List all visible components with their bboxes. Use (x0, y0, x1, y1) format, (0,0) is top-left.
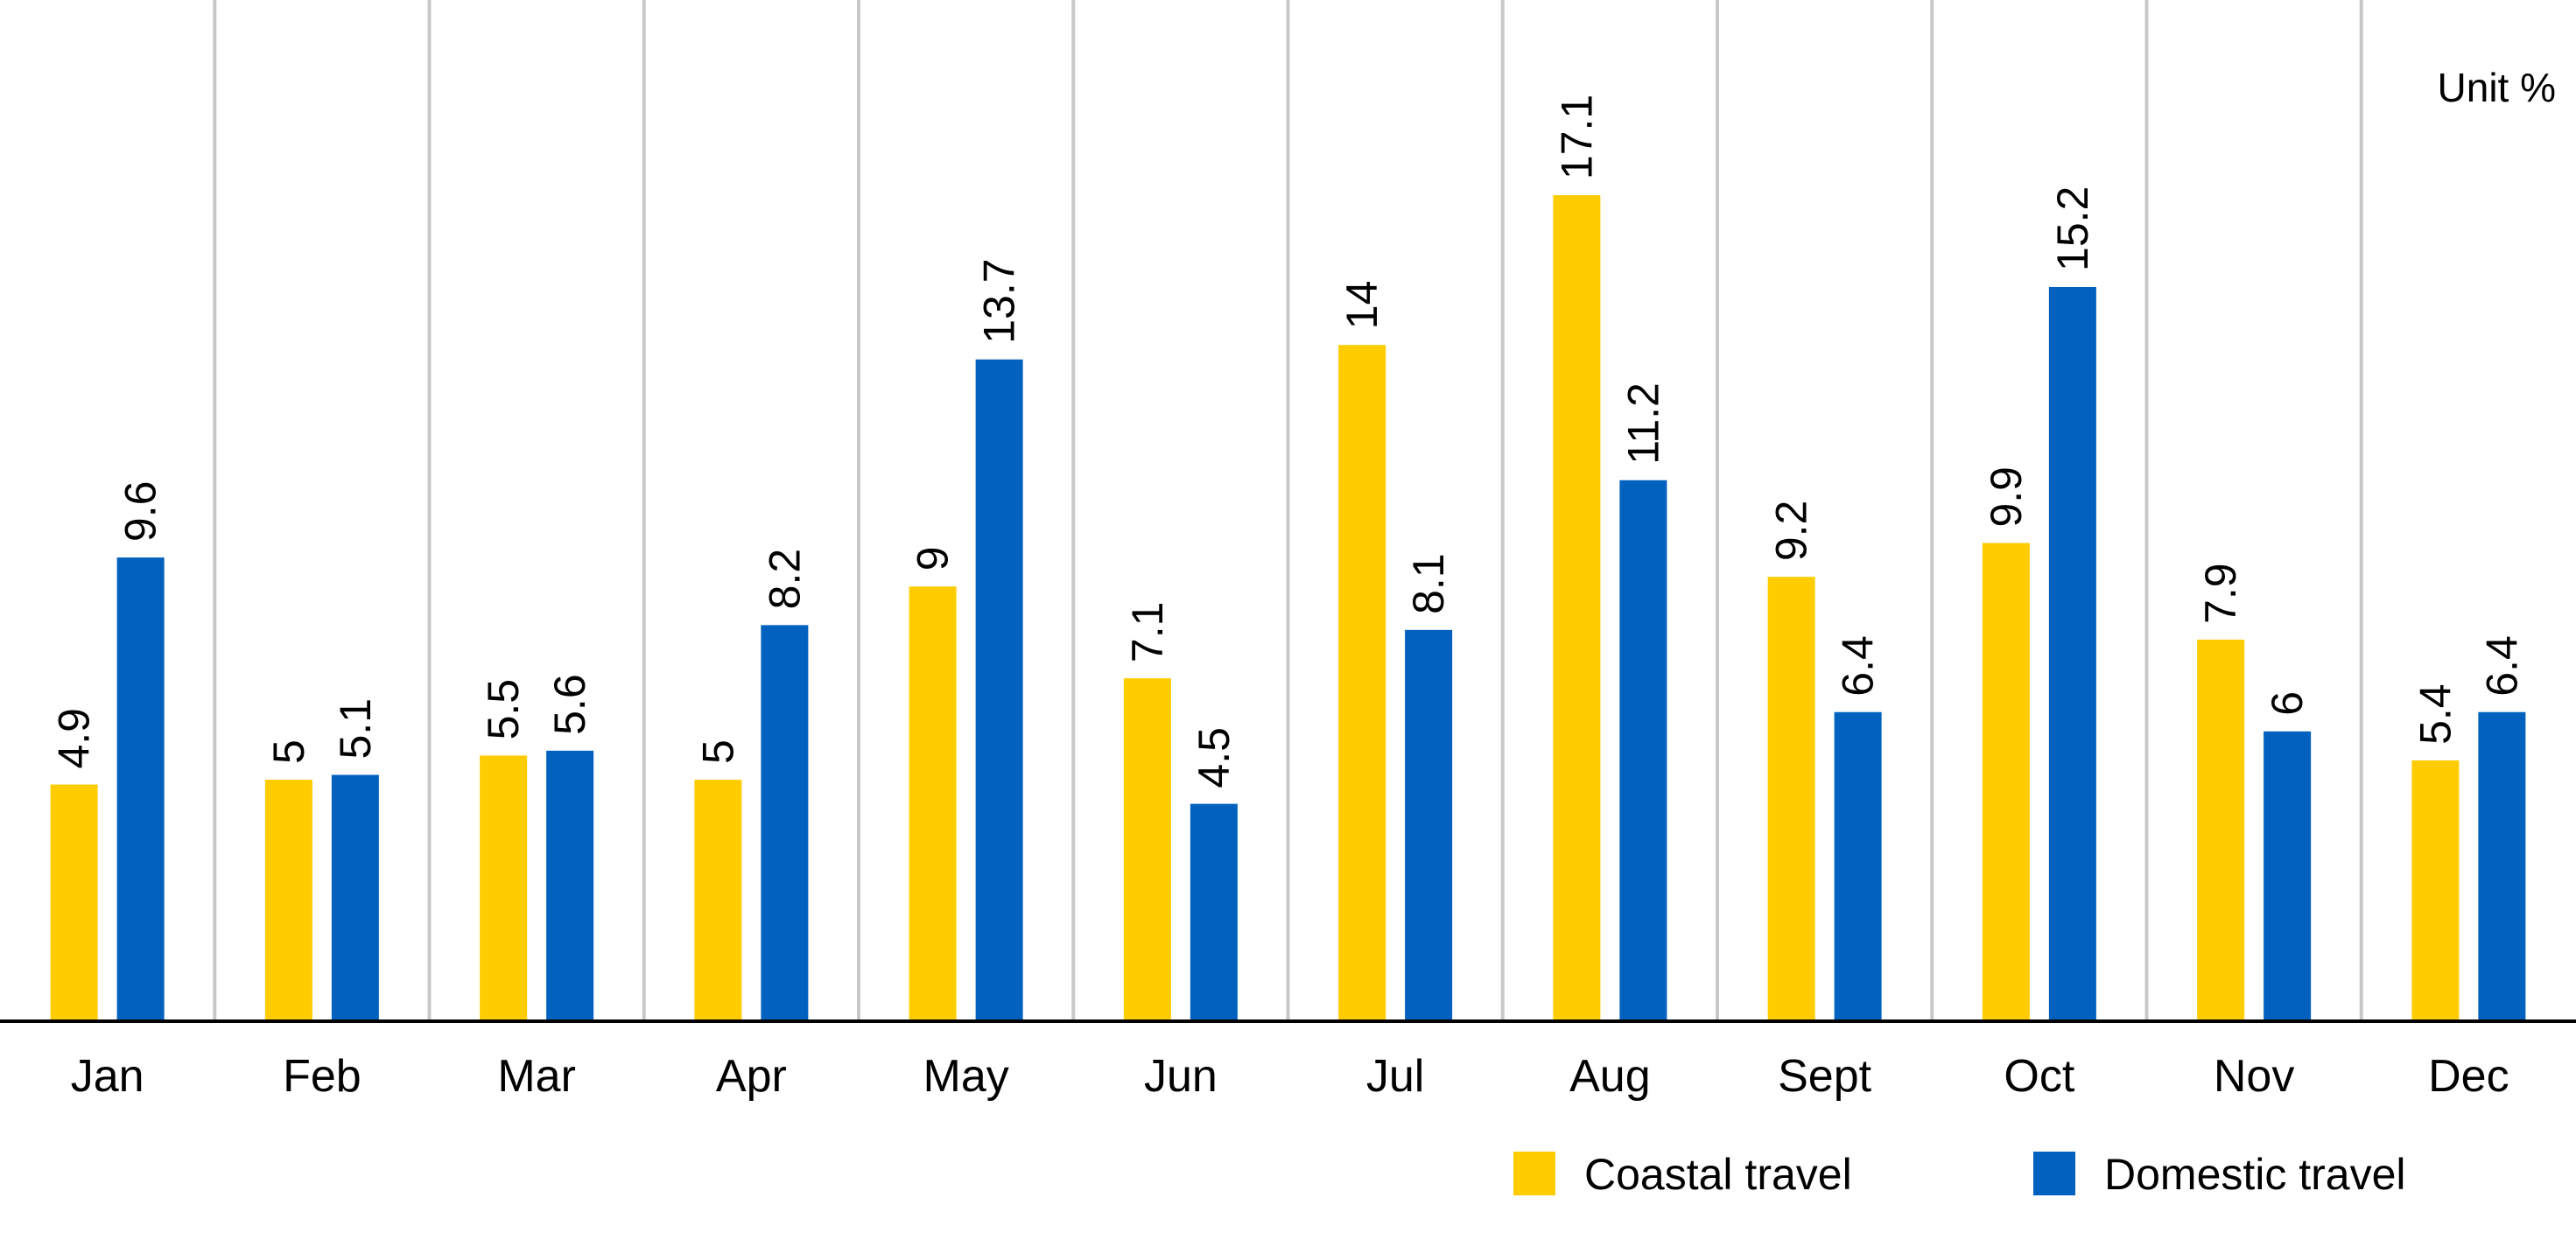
bar-domestic-mar (546, 750, 594, 1021)
data-label-coastal-may: 9 (909, 546, 958, 571)
data-label-coastal-jul: 14 (1337, 281, 1386, 330)
data-label-domestic-oct: 15.2 (2048, 186, 2097, 271)
legend-swatch-coastal (1513, 1152, 1555, 1195)
bar-coastal-feb (264, 780, 312, 1021)
x-tick-label-oct: Oct (2004, 1051, 2074, 1102)
x-tick-label-feb: Feb (283, 1051, 361, 1102)
data-label-coastal-sept: 9.2 (1767, 501, 1816, 562)
bar-domestic-aug (1619, 480, 1667, 1021)
data-label-coastal-aug: 17.1 (1552, 95, 1601, 179)
data-label-domestic-jul: 8.1 (1404, 553, 1453, 614)
bar-coastal-oct (1982, 543, 2030, 1021)
data-label-coastal-nov: 7.9 (2196, 563, 2245, 624)
x-tick-label-nov: Nov (2214, 1051, 2294, 1102)
bar-domestic-nov (2264, 731, 2312, 1021)
bars (50, 195, 2526, 1022)
legend-label-domestic: Domestic travel (2104, 1150, 2406, 1199)
x-tick-label-mar: Mar (497, 1051, 576, 1102)
data-labels: 4.9 9.6 5 5.1 5.5 5.6 5 8.2 9 13.7 7.1 4.5 14 8.1 17.1… (50, 95, 2527, 788)
bar-coastal-sept (1767, 577, 1815, 1021)
data-label-domestic-may: 13.7 (975, 258, 1024, 343)
bar-coastal-jun (1123, 678, 1171, 1021)
bar-domestic-dec (2478, 711, 2526, 1021)
bar-domestic-oct (2048, 286, 2096, 1022)
data-label-domestic-dec: 6.4 (2477, 635, 2526, 697)
data-label-domestic-apr: 8.2 (760, 549, 809, 610)
unit-label: Unit % (2438, 65, 2556, 110)
data-label-domestic-jan: 9.6 (116, 481, 165, 543)
x-tick-label-jul: Jul (1366, 1051, 1424, 1102)
bar-coastal-may (909, 586, 957, 1021)
data-label-domestic-mar: 5.6 (545, 674, 594, 735)
x-tick-label-dec: Dec (2428, 1051, 2509, 1102)
data-label-coastal-mar: 5.5 (479, 679, 528, 740)
x-tick-label-jan: Jan (71, 1051, 144, 1102)
bar-domestic-apr (761, 625, 809, 1021)
data-label-coastal-oct: 9.9 (1982, 466, 2031, 528)
data-label-domestic-aug: 11.2 (1618, 382, 1667, 465)
x-tick-label-sept: Sept (1778, 1051, 1872, 1102)
x-tick-labels: Jan Feb Mar Apr May Jun Jul Aug Sept Oct Nov Dec (71, 1051, 2509, 1102)
legend: Coastal travel Domestic travel (1513, 1150, 2406, 1199)
data-label-coastal-feb: 5 (264, 739, 313, 764)
data-label-coastal-jan: 4.9 (50, 708, 99, 769)
bar-coastal-mar (480, 755, 528, 1021)
x-tick-label-apr: Apr (716, 1051, 787, 1102)
bar-coastal-jan (50, 784, 98, 1021)
data-label-domestic-feb: 5.1 (331, 698, 380, 760)
bar-coastal-nov (2197, 639, 2245, 1021)
bar-domestic-sept (1834, 711, 1882, 1021)
bar-coastal-apr (694, 780, 742, 1021)
data-label-domestic-jun: 4.5 (1190, 727, 1239, 788)
data-label-coastal-dec: 5.4 (2411, 683, 2460, 745)
bar-domestic-feb (331, 774, 379, 1021)
data-label-domestic-sept: 6.4 (1834, 635, 1883, 697)
category-separators (213, 0, 2363, 1021)
data-label-coastal-apr: 5 (693, 739, 742, 764)
legend-label-coastal: Coastal travel (1584, 1150, 1852, 1199)
x-tick-label-may: May (923, 1051, 1009, 1102)
bar-coastal-aug (1553, 195, 1601, 1021)
bar-domestic-jun (1190, 803, 1238, 1021)
legend-swatch-domestic (2033, 1152, 2075, 1195)
data-label-domestic-nov: 6 (2263, 691, 2312, 716)
data-label-coastal-jun: 7.1 (1123, 602, 1172, 663)
bar-domestic-jan (116, 557, 165, 1021)
bar-coastal-dec (2411, 760, 2460, 1021)
x-tick-label-jun: Jun (1144, 1051, 1218, 1102)
x-tick-label-aug: Aug (1569, 1051, 1651, 1102)
bar-domestic-may (975, 359, 1023, 1021)
bar-domestic-jul (1405, 629, 1453, 1021)
bar-coastal-jul (1338, 345, 1386, 1021)
